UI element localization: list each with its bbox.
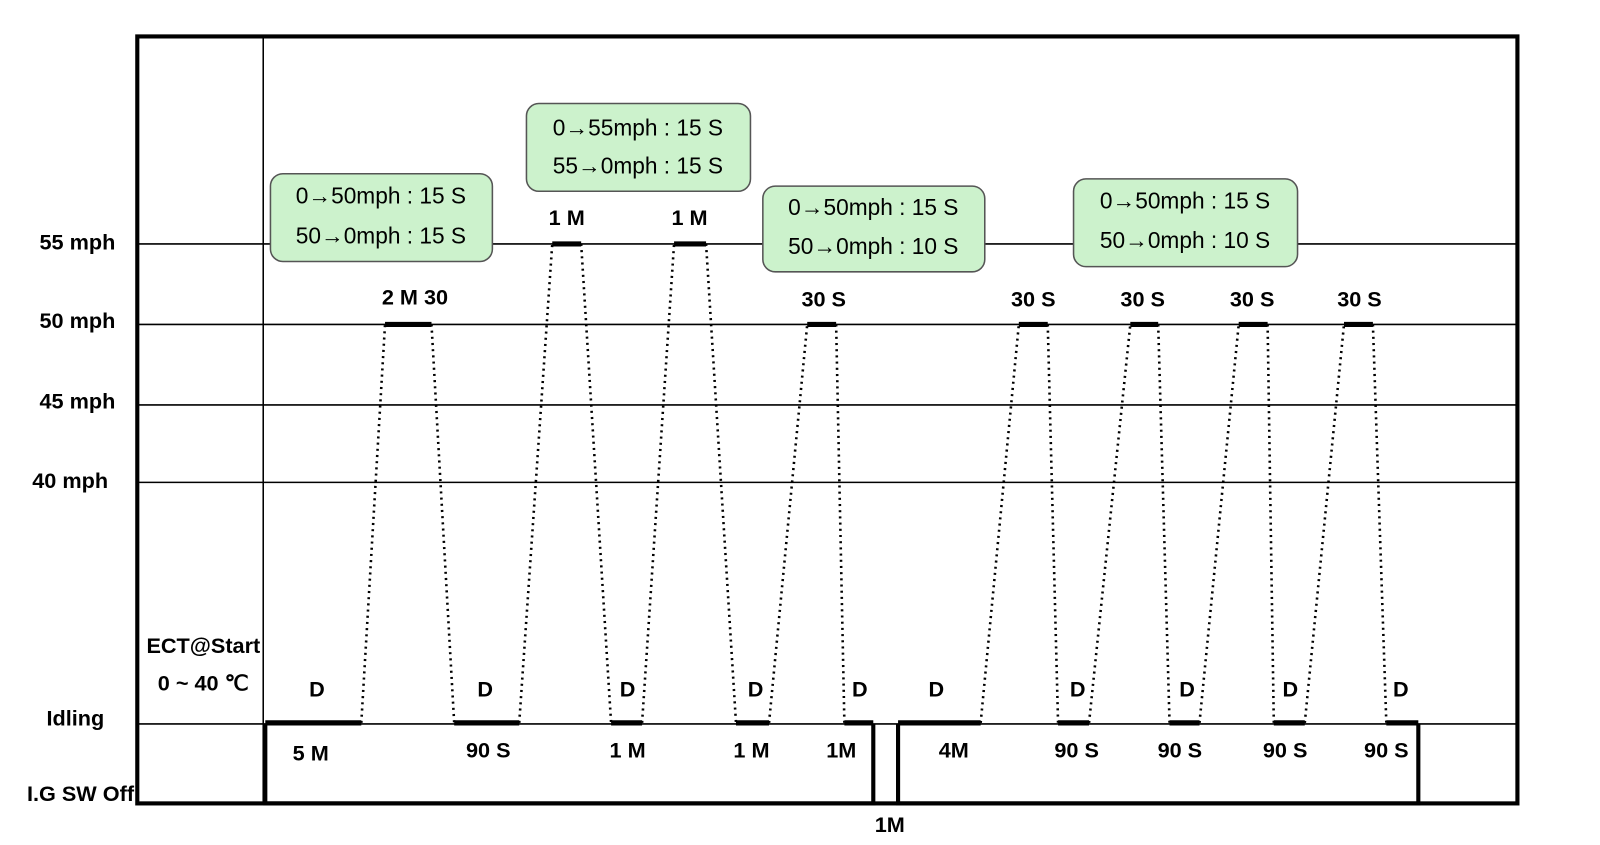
drive-label: D xyxy=(748,677,764,702)
idle-duration: 90 S xyxy=(1054,738,1099,763)
idle-duration: 1 M xyxy=(610,738,646,763)
idle-duration: 4M xyxy=(939,738,969,763)
ramps xyxy=(360,243,1388,724)
note-text: 55→0mph : 15 S xyxy=(553,153,723,179)
note-text: 0→55mph : 15 S xyxy=(553,114,723,140)
off-duration: 1M xyxy=(875,812,905,837)
ignition-profile xyxy=(263,723,1421,806)
note-boxes xyxy=(269,102,1299,273)
idle-duration: 90 S xyxy=(1263,738,1308,763)
drive-label: D xyxy=(1393,677,1409,702)
note-text: 0→50mph : 15 S xyxy=(1100,188,1270,214)
level-label: 45 mph xyxy=(40,389,116,414)
note-text: 0→50mph : 15 S xyxy=(296,182,466,208)
frame xyxy=(135,34,1520,806)
drive-label: D xyxy=(309,677,325,702)
cruise-bars xyxy=(385,241,1373,328)
idle-duration: 1 M xyxy=(733,738,769,763)
cruise-duration: 1 M xyxy=(671,205,707,230)
note-text: 0→50mph : 15 S xyxy=(788,194,958,220)
level-label: 40 mph xyxy=(32,468,108,493)
drive-label: D xyxy=(1070,677,1086,702)
cruise-duration: 30 S xyxy=(1230,286,1275,311)
drive-label: D xyxy=(928,677,944,702)
cruise-duration: 30 S xyxy=(1337,286,1382,311)
level-label: 50 mph xyxy=(40,308,116,333)
note-text: 50→0mph : 15 S xyxy=(296,223,466,249)
cruise-duration: 30 S xyxy=(1011,286,1056,311)
cruise-duration: 1 M xyxy=(549,205,585,230)
drive-label: D xyxy=(1179,677,1195,702)
drive-label: D xyxy=(477,677,493,702)
drive-label: D xyxy=(620,677,636,702)
drive-label: D xyxy=(852,677,868,702)
level-lines xyxy=(137,243,1518,725)
idle-duration: 1M xyxy=(826,738,856,763)
idle-duration: 90 S xyxy=(1158,738,1203,763)
idle-duration: 5 M xyxy=(293,741,329,766)
note-text: 50→0mph : 10 S xyxy=(788,233,958,259)
note-text: 50→0mph : 10 S xyxy=(1100,227,1270,253)
level-label: I.G SW Off xyxy=(27,781,135,806)
level-label: 55 mph xyxy=(40,230,116,255)
start-condition: 0 ~ 40 ℃ xyxy=(158,670,249,695)
drive-label: D xyxy=(1283,677,1299,702)
idle-duration: 90 S xyxy=(466,738,511,763)
cruise-duration: 30 S xyxy=(1120,286,1165,311)
start-condition: ECT@Start xyxy=(146,633,260,658)
cruise-duration: 2 M 30 xyxy=(382,284,448,309)
level-label: Idling xyxy=(46,706,104,731)
cruise-duration: 30 S xyxy=(801,286,846,311)
idle-duration: 90 S xyxy=(1364,738,1409,763)
